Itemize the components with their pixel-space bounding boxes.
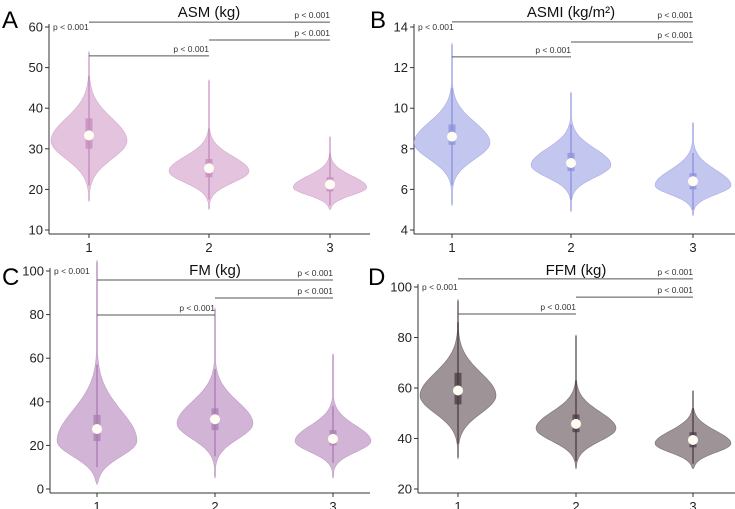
panel-C: C FM (kg) 0 20 40 60 80 100 1 2 3 p < 0.001 p < 0.00… bbox=[2, 260, 372, 509]
chart-title: FM (kg) bbox=[189, 262, 241, 279]
y-tick-label: 80 bbox=[398, 330, 412, 345]
y-tick-label: 20 bbox=[30, 438, 44, 453]
p-value-label: p < 0.001 bbox=[297, 268, 333, 278]
x-tick-label: 1 bbox=[448, 240, 455, 255]
y-tick-label: 30 bbox=[29, 141, 43, 156]
p-value-label: p < 0.001 bbox=[179, 303, 215, 313]
y-tick-label: 10 bbox=[29, 223, 43, 238]
median-point bbox=[84, 130, 94, 141]
violin-group-2 bbox=[168, 78, 250, 211]
median-point bbox=[571, 418, 581, 429]
violin-group-2 bbox=[530, 91, 612, 213]
y-tick-label: 20 bbox=[398, 482, 412, 497]
p-value-label: p < 0.001 bbox=[294, 28, 330, 38]
x-tick-label: 2 bbox=[205, 240, 212, 255]
median-point bbox=[204, 163, 214, 174]
y-tick-label: 40 bbox=[398, 431, 412, 446]
x-tick-label: 2 bbox=[572, 499, 579, 509]
median-point bbox=[447, 131, 457, 142]
violin-group-1 bbox=[419, 298, 497, 460]
panel-letter: B bbox=[370, 7, 386, 34]
violin-group-1 bbox=[50, 50, 128, 203]
y-tick-label: 60 bbox=[398, 381, 412, 396]
chart-title: ASM (kg) bbox=[178, 4, 241, 21]
violin-group-1 bbox=[413, 42, 491, 207]
p-value-label: p < 0.001 bbox=[657, 267, 693, 277]
violin-group-2 bbox=[176, 307, 254, 480]
median-point bbox=[325, 179, 335, 190]
y-tick-label: 20 bbox=[29, 182, 43, 197]
y-tick-label: 14 bbox=[394, 20, 408, 35]
chart-title: ASMI (kg/m²) bbox=[527, 4, 615, 21]
median-point bbox=[453, 385, 463, 396]
median-point bbox=[92, 424, 102, 435]
violin-group-3 bbox=[294, 352, 372, 479]
p-value-label: p < 0.001 bbox=[297, 286, 333, 296]
p-value-label: p < 0.001 bbox=[657, 10, 693, 20]
panel-letter: D bbox=[368, 264, 385, 291]
violin-group-1 bbox=[56, 260, 138, 486]
x-tick-label: 3 bbox=[329, 499, 336, 509]
p-value-label: p < 0.001 bbox=[53, 22, 89, 32]
x-tick-label: 1 bbox=[85, 240, 92, 255]
y-tick-label: 0 bbox=[37, 482, 44, 497]
median-point bbox=[328, 433, 338, 444]
y-tick-label: 100 bbox=[390, 280, 412, 295]
p-value-label: p < 0.001 bbox=[294, 10, 330, 20]
violin-group-3 bbox=[292, 136, 368, 211]
median-point bbox=[688, 176, 698, 187]
chart-title: FFM (kg) bbox=[546, 262, 607, 279]
p-value-label: p < 0.001 bbox=[54, 266, 90, 276]
p-value-label: p < 0.001 bbox=[657, 285, 693, 295]
p-value-label: p < 0.001 bbox=[540, 302, 576, 312]
y-tick-label: 40 bbox=[29, 101, 43, 116]
median-point bbox=[566, 158, 576, 169]
x-tick-label: 3 bbox=[326, 240, 333, 255]
x-tick-label: 3 bbox=[689, 240, 696, 255]
y-tick-label: 60 bbox=[29, 20, 43, 35]
panel-letter: A bbox=[2, 7, 18, 34]
x-tick-label: 3 bbox=[689, 499, 696, 509]
y-tick-label: 10 bbox=[394, 101, 408, 116]
median-point bbox=[688, 435, 698, 446]
x-tick-label: 2 bbox=[211, 499, 218, 509]
y-tick-label: 12 bbox=[394, 60, 408, 75]
p-value-label: p < 0.001 bbox=[418, 22, 454, 32]
y-tick-label: 8 bbox=[401, 141, 408, 156]
violin-group-3 bbox=[654, 121, 732, 217]
y-tick-label: 100 bbox=[22, 264, 44, 279]
y-tick-label: 50 bbox=[29, 60, 43, 75]
violin-group-3 bbox=[654, 389, 732, 470]
panel-D: D FFM (kg) 20 40 60 80 100 1 2 3 p < 0.001 p < 0.00… bbox=[368, 262, 735, 509]
x-tick-label: 1 bbox=[93, 499, 100, 509]
p-value-label: p < 0.001 bbox=[657, 30, 693, 40]
y-tick-label: 4 bbox=[401, 223, 408, 238]
y-tick-label: 40 bbox=[30, 394, 44, 409]
x-tick-label: 1 bbox=[454, 499, 461, 509]
y-tick-label: 60 bbox=[30, 351, 44, 366]
y-tick-label: 80 bbox=[30, 307, 44, 322]
p-value-label: p < 0.001 bbox=[173, 44, 209, 54]
violin-group-2 bbox=[535, 334, 617, 470]
y-tick-label: 6 bbox=[401, 182, 408, 197]
panel-A: A ASM (kg) 10 20 30 40 50 60 1 2 3 p < 0.001 p < 0.0… bbox=[2, 4, 370, 255]
x-tick-label: 2 bbox=[567, 240, 574, 255]
p-value-label: p < 0.001 bbox=[422, 282, 458, 292]
panel-letter: C bbox=[2, 264, 19, 291]
p-value-label: p < 0.001 bbox=[535, 45, 571, 55]
median-point bbox=[210, 414, 220, 425]
